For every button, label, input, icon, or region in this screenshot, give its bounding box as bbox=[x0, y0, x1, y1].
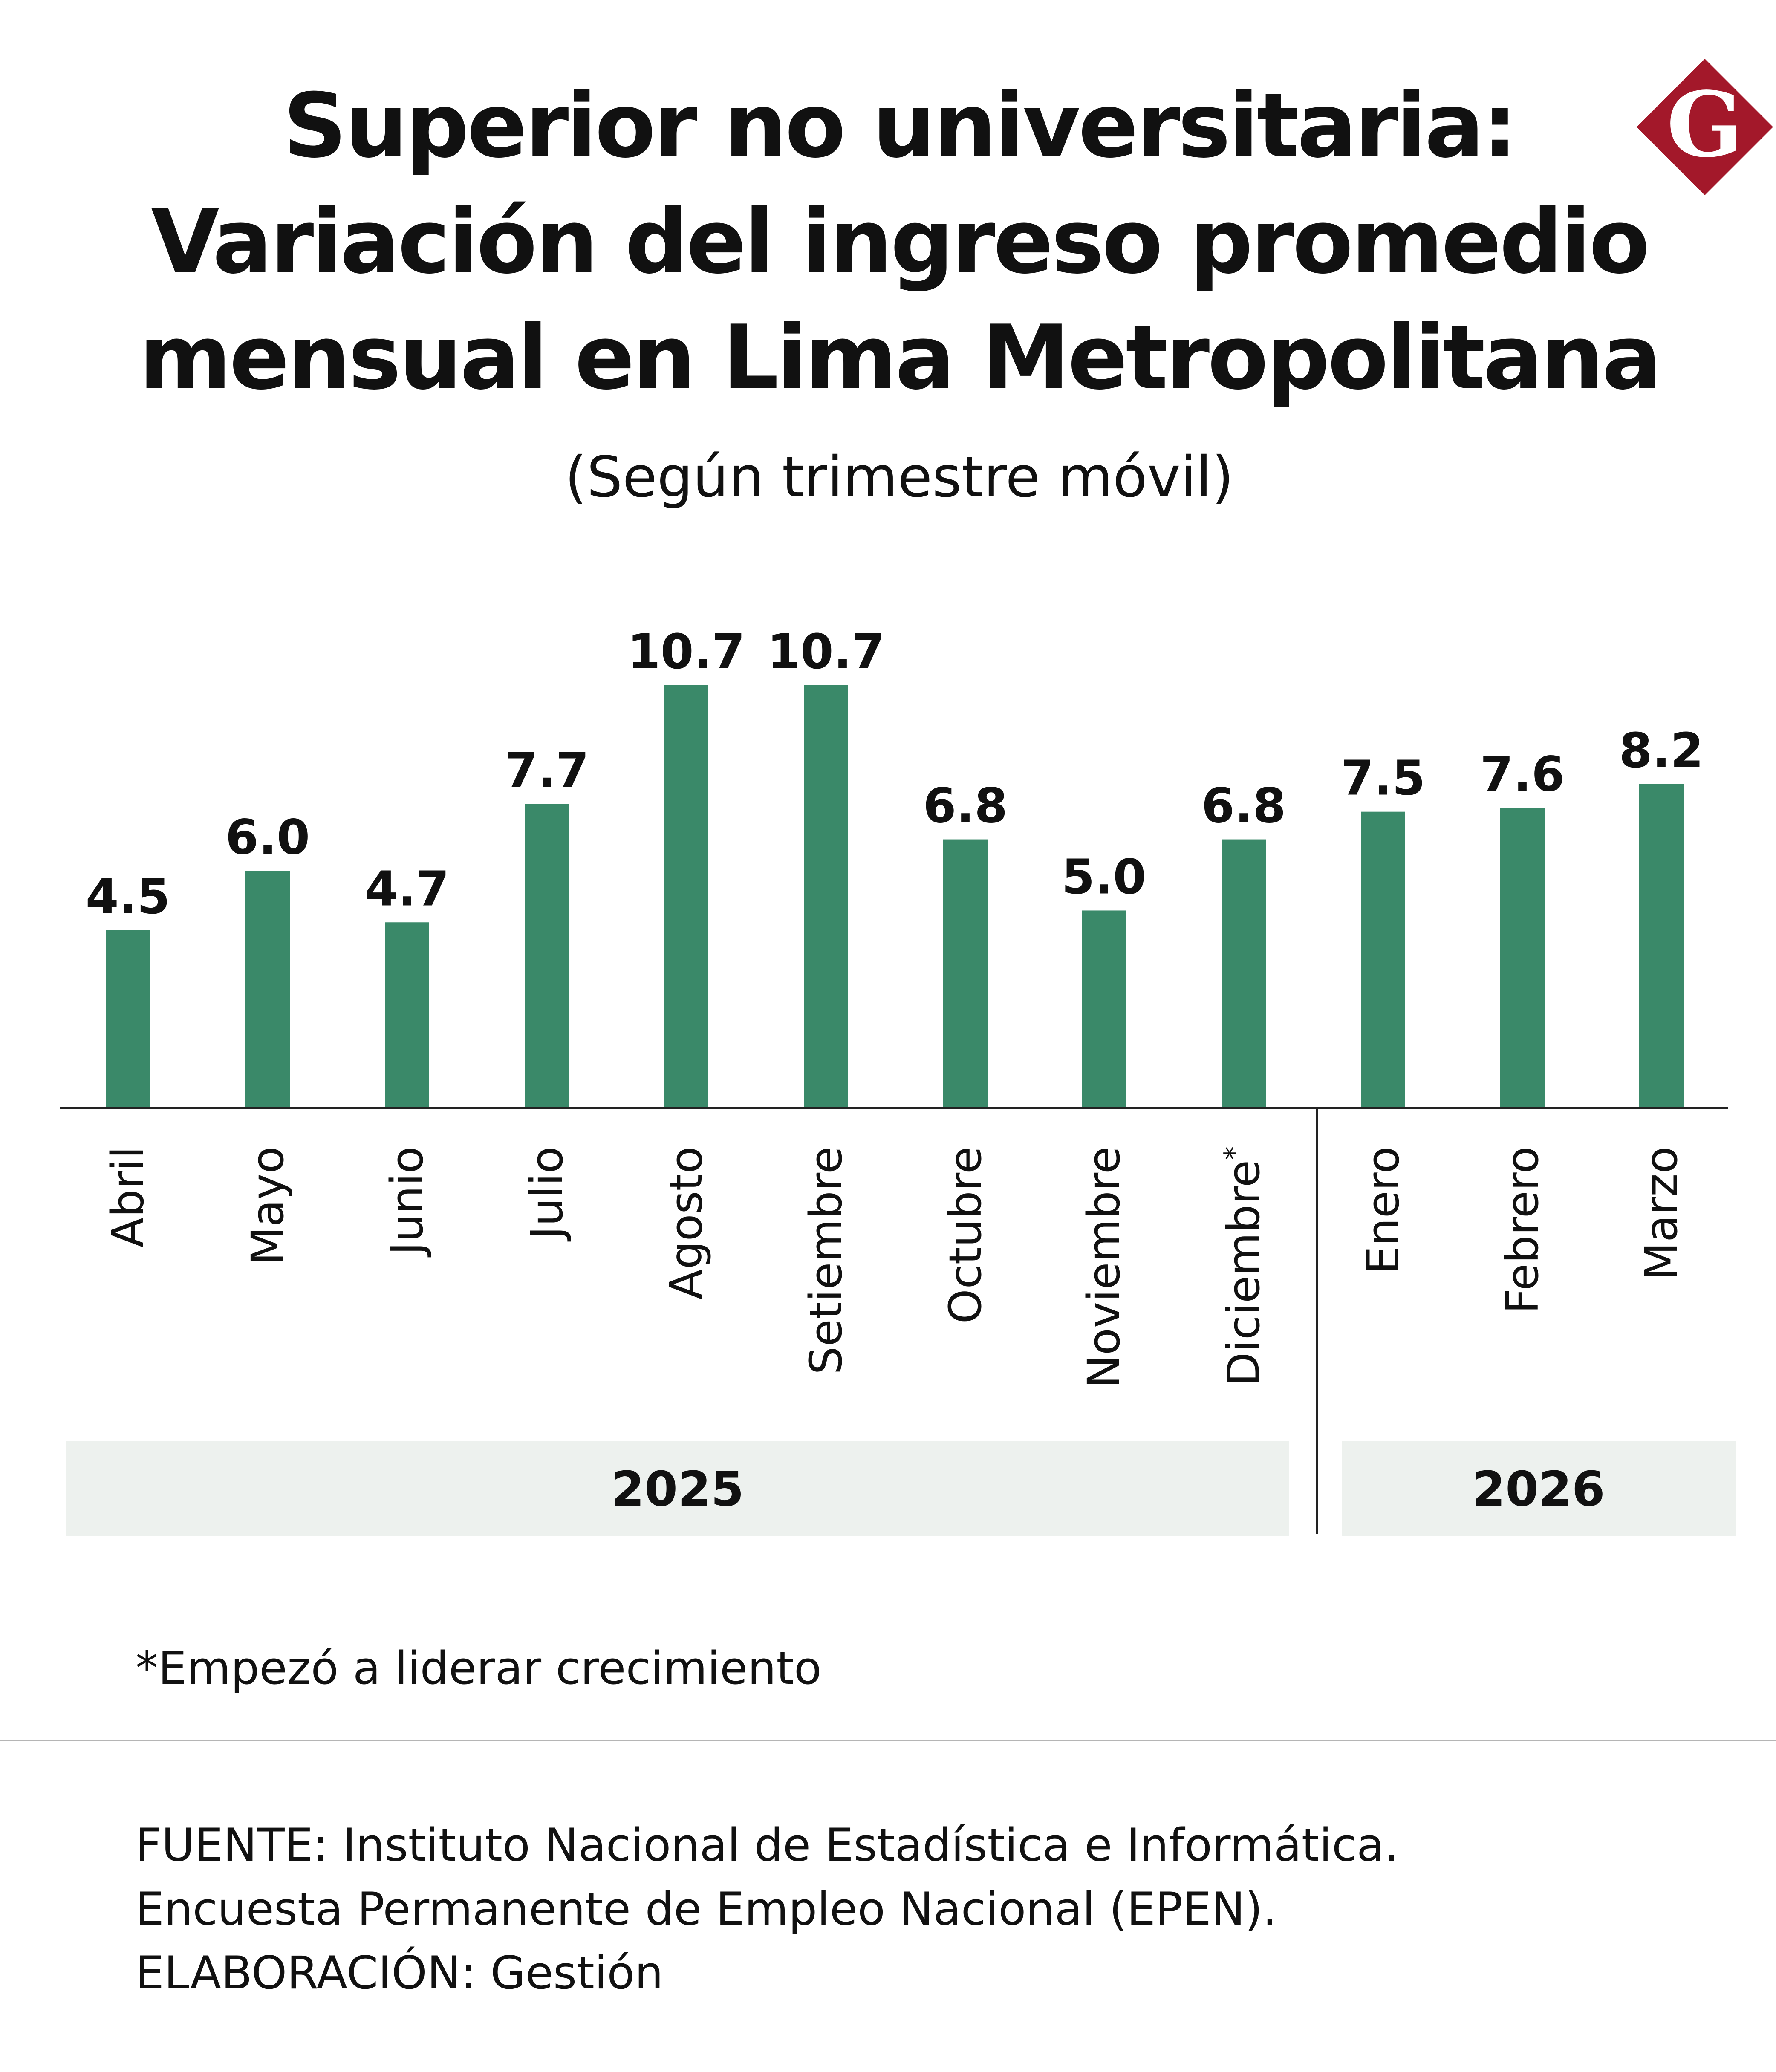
value-label-agosto: 10.7 bbox=[627, 624, 745, 680]
gestion-logo-icon: G bbox=[1637, 59, 1773, 195]
year-band-2026 bbox=[1342, 1441, 1736, 1536]
category-label-marzo: Marzo bbox=[1635, 1146, 1687, 1280]
chart-title: Superior no universitaria: Variación del… bbox=[107, 68, 1692, 416]
value-label-junio: 4.7 bbox=[365, 861, 449, 917]
bar-noviembre bbox=[1082, 910, 1126, 1108]
title-line-1: Superior no universitaria: bbox=[283, 75, 1518, 178]
bar-setiembre bbox=[804, 685, 848, 1108]
category-label-febrero: Febrero bbox=[1496, 1146, 1548, 1314]
category-label-julio: Julio bbox=[521, 1146, 573, 1242]
value-label-enero: 7.5 bbox=[1341, 751, 1425, 806]
source-line-2: Encuesta Permanente de Empleo Nacional (… bbox=[136, 1883, 1277, 1935]
bar-abril bbox=[106, 930, 150, 1108]
bar-enero bbox=[1361, 811, 1405, 1108]
bar-marzo bbox=[1639, 784, 1684, 1108]
source-line-1: FUENTE: Instituto Nacional de Estadístic… bbox=[136, 1819, 1399, 1871]
value-label-setiembre: 10.7 bbox=[767, 624, 885, 680]
bar-junio bbox=[385, 922, 429, 1108]
category-label-diciembre: Diciembre* bbox=[1218, 1146, 1270, 1386]
bar-mayo bbox=[245, 871, 290, 1108]
value-label-marzo: 8.2 bbox=[1619, 723, 1704, 779]
bar-chart: 2025 2026 4.5 6.0 4.7 7.7 10.7 10.7 6.8 5.0 6.8 7.… bbox=[60, 624, 1736, 1536]
value-labels: 4.5 6.0 4.7 7.7 10.7 10.7 6.8 5.0 6.8 7.5 7.6 8.2 bbox=[86, 624, 1704, 925]
year-label-2026: 2026 bbox=[1472, 1462, 1605, 1517]
footnote: *Empezó a liderar crecimiento bbox=[136, 1642, 822, 1694]
bar-octubre bbox=[943, 839, 988, 1108]
title-line-3: mensual en Lima Metropolitana bbox=[139, 306, 1661, 410]
bar-julio bbox=[525, 804, 569, 1108]
category-label-mayo: Mayo bbox=[242, 1146, 294, 1265]
year-band-2025 bbox=[66, 1441, 1289, 1536]
category-label-junio: Junio bbox=[381, 1146, 433, 1258]
value-label-febrero: 7.6 bbox=[1480, 747, 1565, 802]
value-label-octubre: 6.8 bbox=[923, 779, 1008, 834]
category-label-abril: Abril bbox=[102, 1146, 154, 1248]
source-line-3: ELABORACIÓN: Gestión bbox=[136, 1947, 664, 1999]
logo-diamond bbox=[1637, 59, 1773, 195]
category-label-octubre: Octubre bbox=[939, 1146, 991, 1324]
bar-agosto bbox=[664, 685, 708, 1108]
category-label-setiembre: Setiembre bbox=[800, 1146, 852, 1374]
logo-letter: G bbox=[1666, 72, 1743, 177]
category-labels: Abril Mayo Junio Julio Agosto Setiembre Octubr… bbox=[102, 1146, 1687, 1388]
value-label-mayo: 6.0 bbox=[225, 810, 310, 866]
category-label-enero: Enero bbox=[1357, 1146, 1409, 1274]
chart-subtitle: (Según trimestre móvil) bbox=[565, 444, 1234, 510]
category-label-agosto: Agosto bbox=[660, 1146, 712, 1299]
value-label-noviembre: 5.0 bbox=[1062, 849, 1146, 905]
year-label-2025: 2025 bbox=[611, 1462, 744, 1517]
bars bbox=[106, 685, 1684, 1108]
year-bands: 2025 2026 bbox=[66, 1441, 1736, 1536]
value-label-diciembre: 6.8 bbox=[1201, 779, 1286, 834]
source-block: FUENTE: Instituto Nacional de Estadístic… bbox=[136, 1813, 1399, 2005]
title-line-2: Variación del ingreso promedio bbox=[150, 190, 1650, 294]
divider bbox=[0, 1740, 1776, 1741]
value-label-julio: 7.7 bbox=[505, 743, 589, 798]
bar-diciembre bbox=[1222, 839, 1266, 1108]
category-footnote-mark: * bbox=[1219, 1146, 1250, 1160]
category-label-noviembre: Noviembre bbox=[1078, 1146, 1130, 1388]
bar-febrero bbox=[1500, 808, 1545, 1108]
value-label-abril: 4.5 bbox=[86, 869, 170, 925]
